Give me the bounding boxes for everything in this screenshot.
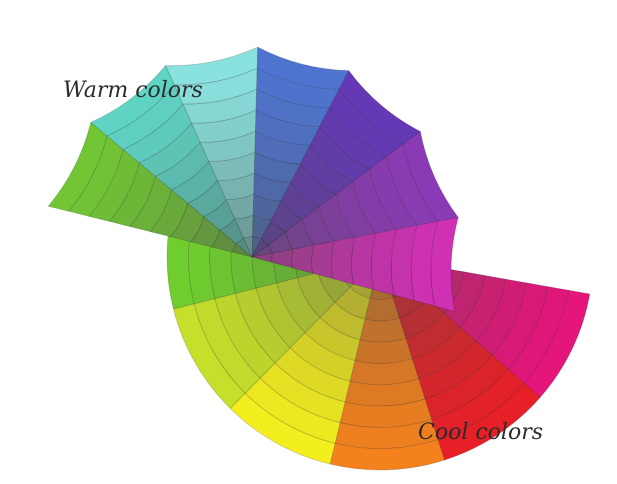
- wheel-segment-purple: [251, 130, 459, 258]
- wheel-segment-blue: [251, 46, 350, 258]
- cool-colors-label: Cool colors: [418, 420, 544, 445]
- wheel-segment-light-cyan: [165, 46, 259, 258]
- wheel-segment-teal: [90, 64, 253, 258]
- warm-colors-label: Warm colors: [63, 78, 203, 103]
- warm-color-half-wheel: [166, 194, 591, 471]
- wheel-segment-orange: [329, 256, 446, 471]
- cool-color-half-wheel: [47, 46, 459, 312]
- wheel-segment-magenta: [251, 216, 459, 312]
- wheel-segment-yellow-green: [172, 256, 381, 410]
- wheel-segment-green: [47, 121, 253, 258]
- wheel-segment-violet: [251, 69, 422, 258]
